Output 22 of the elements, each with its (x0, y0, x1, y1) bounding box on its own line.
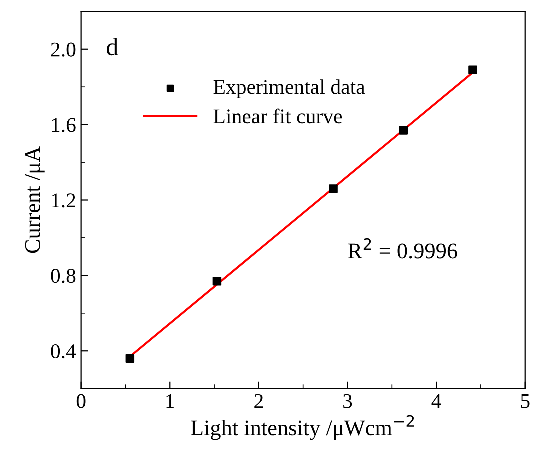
point (329, 184, 338, 194)
x-tick-label: 3 (344, 394, 352, 408)
legend-label: Experimental data (214, 80, 366, 98)
point (468, 66, 478, 75)
legend-label: Linear fit curve (214, 108, 342, 124)
annotation: d (107, 38, 118, 56)
point (126, 354, 135, 364)
x-tick-label: 5 (521, 394, 530, 408)
y-tick-label: 2.0 (51, 42, 76, 57)
x-tick-label: 1 (166, 394, 174, 408)
y-tick-label: 0.4 (51, 344, 76, 359)
x-tick-label: 2 (254, 394, 263, 408)
annotation: R$^{2}$ = 0.9996 (348, 238, 458, 259)
y-tick-label: 1.6 (52, 118, 76, 132)
y-tick-label: 1.2 (52, 194, 76, 208)
y-tick-label: 0.8 (51, 269, 76, 284)
x-tick-label: 4 (432, 394, 442, 408)
x-axis-title: Light intensity /μWcm$^{−2}$ (191, 415, 414, 440)
x-tick-label: 0 (76, 394, 86, 408)
point (399, 126, 408, 135)
y-axis-title: Current /μA (25, 146, 45, 254)
point (212, 276, 222, 286)
